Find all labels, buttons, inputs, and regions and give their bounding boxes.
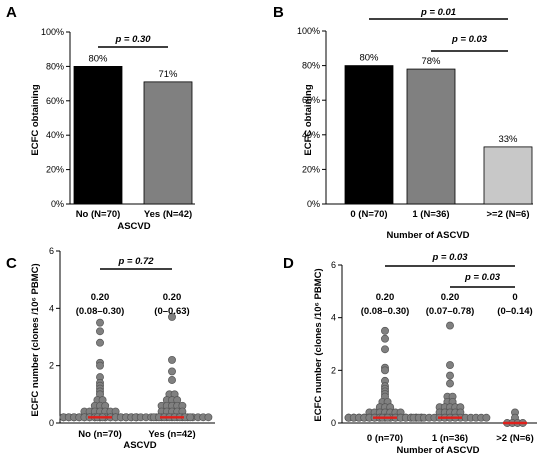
panel-b-x-axis-label: Number of ASCVD: [386, 230, 469, 241]
panel-a-y-tick-label: 0%: [51, 199, 64, 209]
panel-d-median-label: 0: [512, 292, 517, 303]
panel-b-y-tick-label: 20%: [302, 164, 320, 174]
panel-b-y-axis-label: ECFC obtaining: [303, 84, 314, 155]
panel-d-y-tick-label: 2: [331, 365, 336, 375]
panel-b-bar-value-label: 33%: [498, 134, 518, 145]
panel-d-median-label: 0.20: [376, 292, 395, 303]
panel-d-data-point: [446, 371, 454, 380]
panel-c-data-point: [96, 327, 104, 336]
panel-letter-c: C: [6, 255, 17, 272]
panel-letter-b: B: [273, 4, 284, 21]
panel-c-x-axis-label: ASCVD: [123, 440, 156, 451]
panel-b-category-label: 0 (N=70): [350, 209, 387, 220]
panel-d-category-label: 1 (n=36): [432, 433, 468, 444]
panel-a-x-axis-label: ASCVD: [117, 221, 150, 232]
panel-a-y-tick-label: 60%: [46, 96, 64, 106]
panel-a-bar: [143, 81, 193, 205]
panel-a-y-tick-label: 20%: [46, 165, 64, 175]
panel-c-category-label: No (n=70): [78, 429, 122, 440]
panel-c-median-label: 0.20: [163, 292, 182, 303]
panel-d-iqr-label: (0.07–0.78): [426, 306, 475, 317]
panel-a-bar-value-label: 80%: [88, 53, 108, 64]
panel-c-y-tick-label: 0: [49, 418, 54, 428]
panel-d-data-point: [446, 361, 454, 370]
panel-d-data-point: [482, 413, 491, 422]
panel-a-bar: [73, 66, 123, 205]
panel-d-data-point: [381, 326, 389, 335]
panel-b-category-label: 1 (N=36): [412, 209, 449, 220]
panel-d-y-tick-label: 0: [331, 418, 336, 428]
panel-b-y-tick-label: 40%: [302, 130, 320, 140]
panel-a-category-label: No (N=70): [76, 209, 121, 220]
panel-d-iqr-label: (0.08–0.30): [361, 306, 410, 317]
panel-c-iqr-label: (0.08–0.30): [76, 306, 125, 317]
panel-c-y-axis-label: ECFC number (clones /10⁶ PBMC): [30, 263, 41, 416]
panel-c-y-tick-label: 6: [49, 246, 54, 256]
panel-b-y-tick-label: 0%: [307, 199, 320, 209]
panel-b-bar: [406, 68, 456, 205]
panel-c-category-label: Yes (n=42): [148, 429, 195, 440]
panel-b-bar-value-label: 78%: [421, 56, 441, 67]
panel-a-bar-value-label: 71%: [158, 69, 178, 80]
panel-d-category-label: >2 (N=6): [496, 433, 534, 444]
panel-c-data-point: [186, 413, 195, 422]
panel-c: C ECFC number (clones /10⁶ PBMC) ASCVD 0…: [6, 246, 215, 451]
panel-c-data-point: [96, 318, 104, 327]
panel-d-y-axis-label: ECFC number (clones /10⁶ PBMC): [313, 268, 324, 421]
panel-d-data-point: [381, 345, 389, 354]
panel-c-y-tick-label: 2: [49, 361, 54, 371]
panel-a-y-tick-label: 100%: [41, 27, 64, 37]
panel-d-p-value: p = 0.03: [431, 252, 468, 263]
panel-d-y-tick-label: 6: [331, 260, 336, 270]
panel-b-p-value: p = 0.03: [451, 34, 488, 45]
panel-d-data-point: [381, 366, 389, 375]
panel-c-data-point: [168, 376, 176, 384]
panel-b-y-tick-label: 80%: [302, 61, 320, 71]
panel-d-p-value: p = 0.03: [464, 272, 501, 283]
panel-a: A ECFC obtaining ASCVD 0% 20% 40% 60% 80% 100…: [6, 4, 195, 232]
panel-letter-a: A: [6, 4, 17, 21]
panel-b-category-label: >=2 (N=6): [486, 209, 529, 220]
panel-d-y-tick-label: 4: [331, 313, 336, 323]
panel-c-data-point: [168, 367, 176, 376]
panel-a-p-value: p = 0.30: [114, 34, 151, 45]
panel-c-data-point: [168, 355, 176, 364]
panel-b-bar: [483, 146, 533, 205]
panel-a-y-tick-label: 80%: [46, 61, 64, 71]
panel-b-p-value: p = 0.01: [420, 7, 456, 18]
panel-b-bar-value-label: 80%: [359, 53, 379, 64]
panel-b: B ECFC obtaining Number of ASCVD 0% 20% 40…: [273, 4, 533, 241]
panel-a-y-tick-label: 40%: [46, 130, 64, 140]
panel-c-iqr-label: (0–0.63): [154, 306, 189, 317]
panel-b-bar: [344, 65, 394, 205]
panel-d-iqr-label: (0–0.14): [497, 306, 532, 317]
panel-c-data-point: [204, 413, 213, 422]
panel-c-data-point: [168, 312, 176, 321]
panel-c-median-label: 0.20: [91, 292, 110, 303]
panel-d-data-point: [381, 334, 389, 343]
panel-c-p-value: p = 0.72: [117, 256, 154, 267]
panel-c-data-point: [96, 338, 104, 347]
panel-c-y-tick-label: 4: [49, 303, 54, 313]
panel-d-data-point: [446, 379, 454, 388]
panel-b-y-tick-label: 60%: [302, 95, 320, 105]
panel-a-y-axis-label: ECFC obtaining: [30, 84, 41, 155]
panel-c-data-point: [96, 361, 104, 370]
panel-d-data-point: [446, 321, 454, 330]
panel-d-category-label: 0 (n=70): [367, 433, 403, 444]
panel-d-x-axis-label: Number of ASCVD: [396, 445, 479, 456]
panel-d: D ECFC number (clones /10⁶ PBMC) Number …: [283, 252, 537, 456]
panel-b-y-tick-label: 100%: [297, 26, 320, 36]
panel-a-category-label: Yes (N=42): [144, 209, 192, 220]
panel-letter-d: D: [283, 255, 294, 272]
panel-d-median-label: 0.20: [441, 292, 460, 303]
